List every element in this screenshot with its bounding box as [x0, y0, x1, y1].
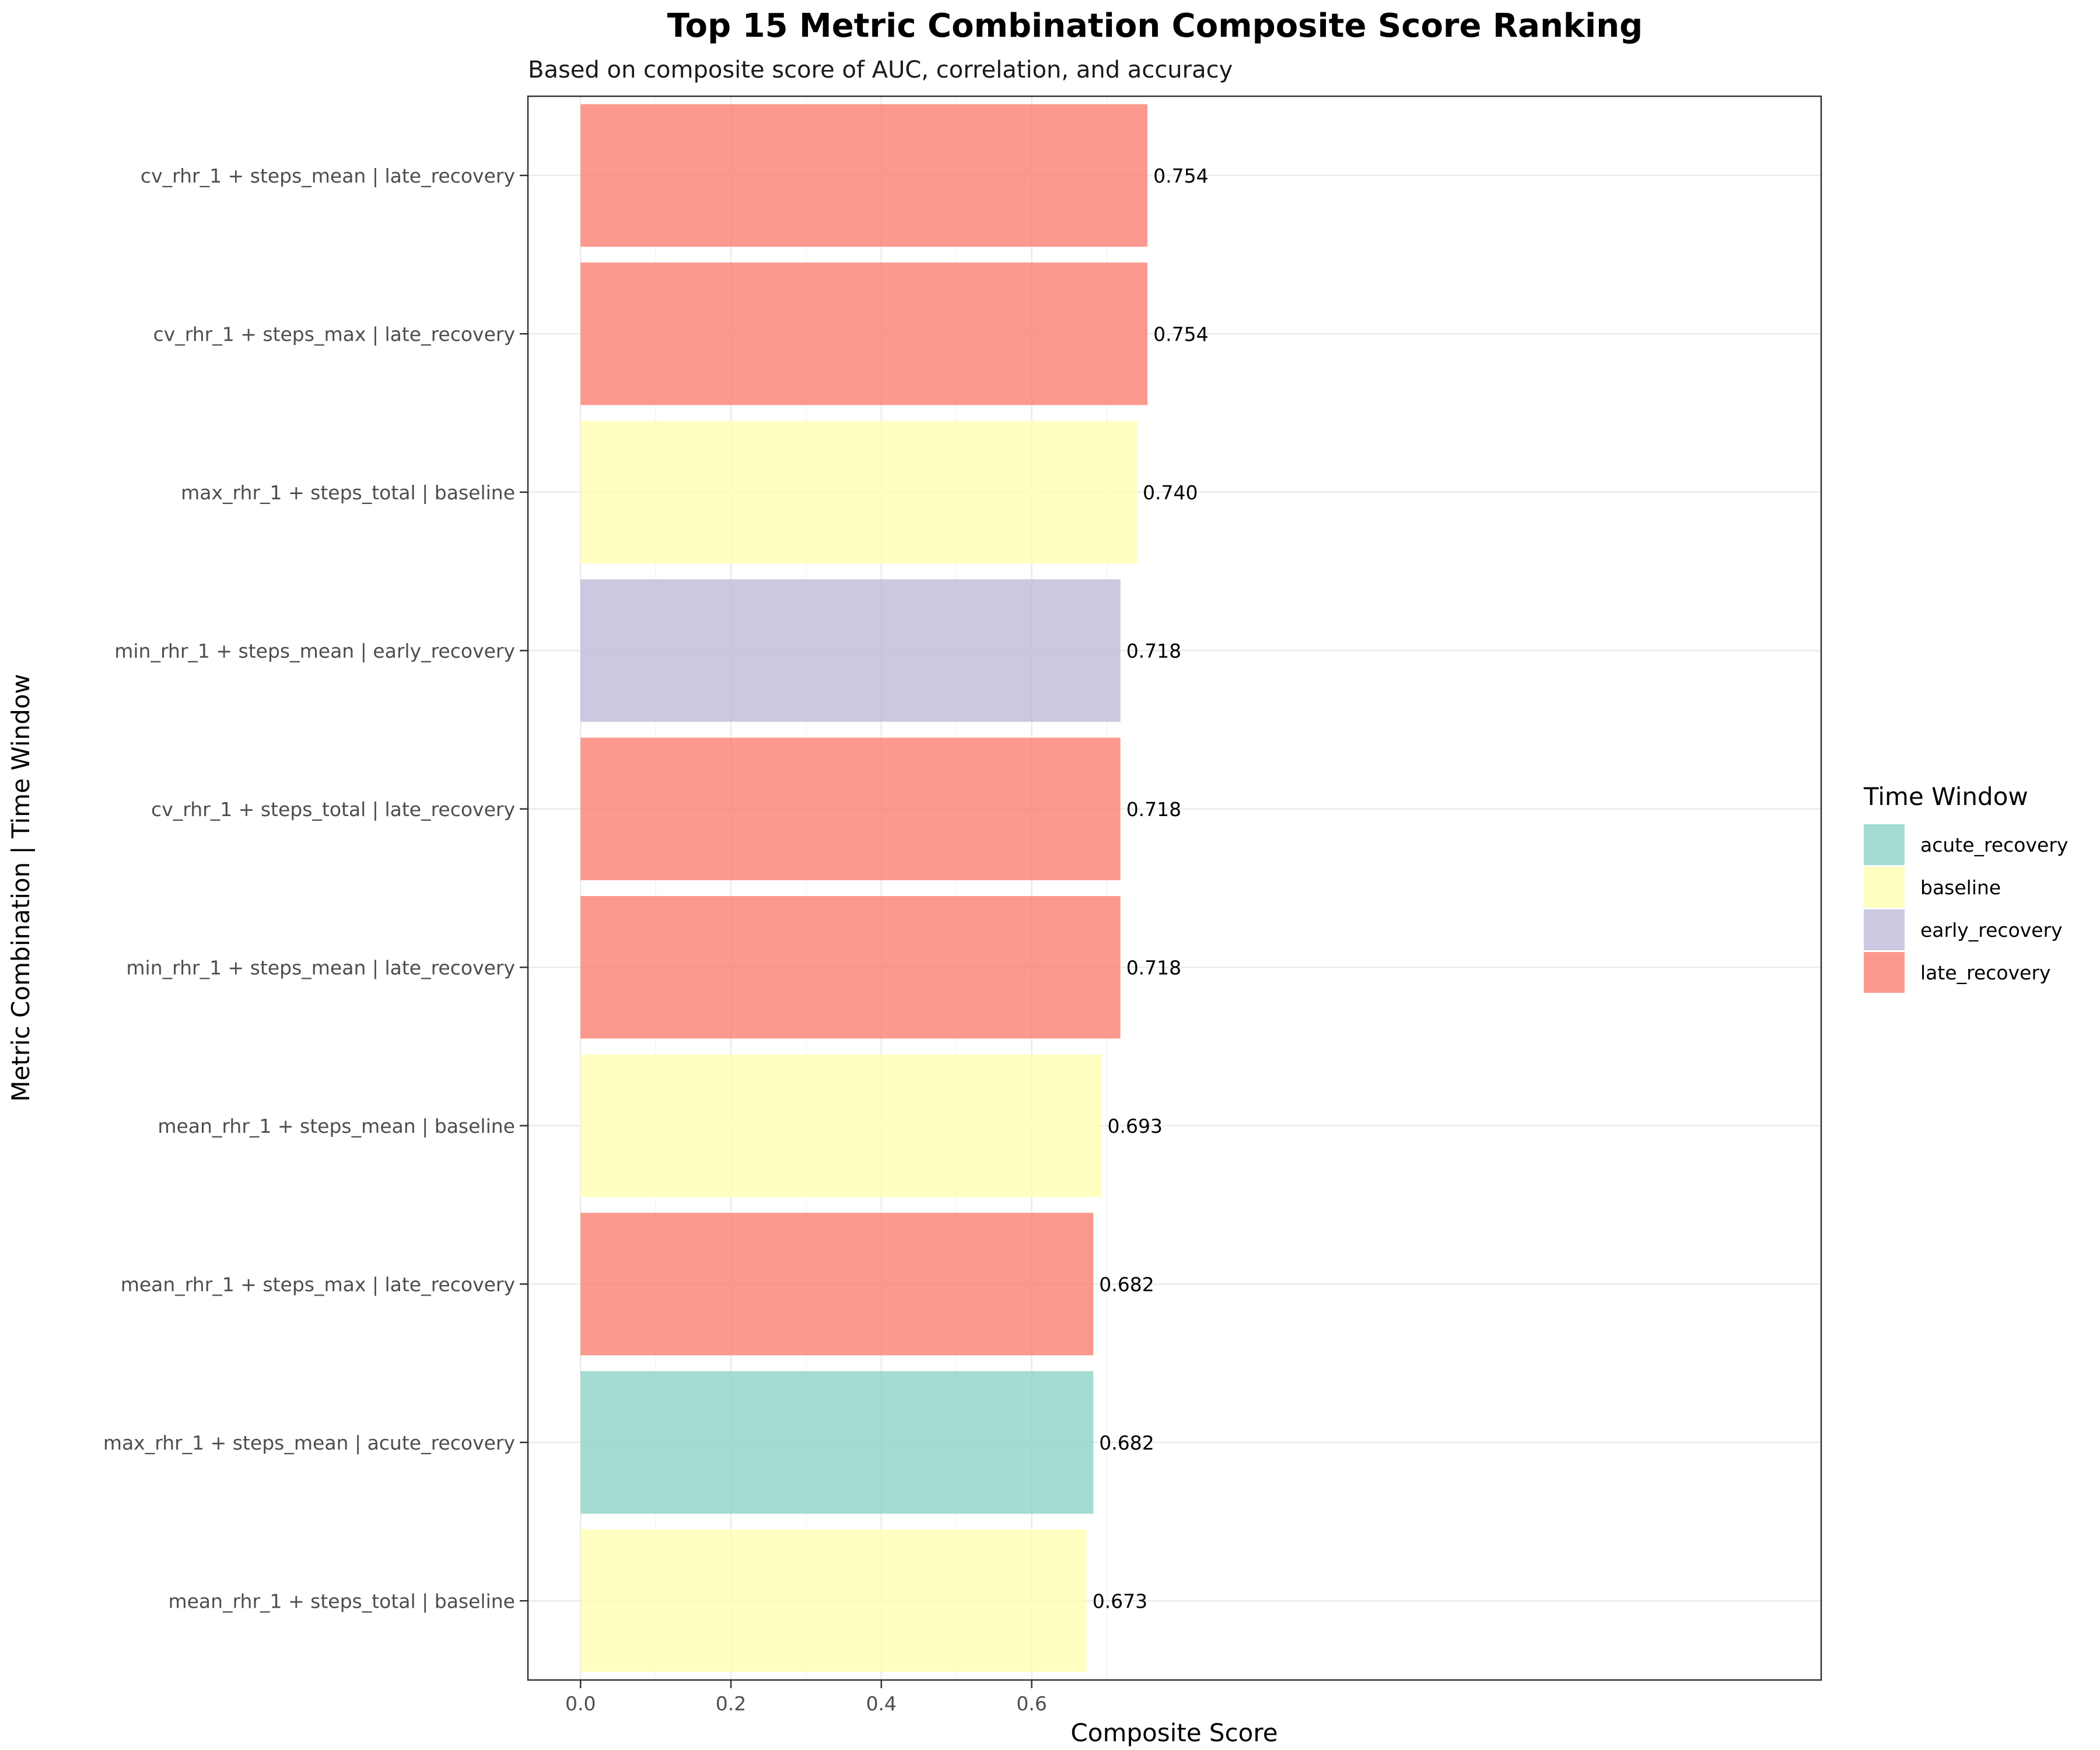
- y-tick-label: cv_rhr_1 + steps_max | late_recovery: [153, 323, 515, 345]
- bar-value-label: 0.718: [1126, 639, 1181, 662]
- bar-value-label: 0.693: [1107, 1115, 1162, 1138]
- bar: [580, 1371, 1094, 1514]
- bar: [580, 896, 1121, 1039]
- legend-label: baseline: [1920, 876, 2001, 899]
- legend-key: [1864, 867, 1905, 908]
- bar-value-label: 0.673: [1093, 1590, 1147, 1612]
- y-tick-label: mean_rhr_1 + steps_max | late_recovery: [121, 1273, 515, 1296]
- bar-value-label: 0.682: [1099, 1273, 1154, 1296]
- x-tick-label: 0.6: [1016, 1692, 1046, 1715]
- bars: [580, 104, 1148, 1672]
- bar: [580, 579, 1121, 722]
- panel-border: [527, 95, 1822, 1681]
- x-axis: 0.0 0.2 0.4 0.6: [565, 1680, 1047, 1715]
- x-tick-label: 0.0: [565, 1692, 596, 1715]
- bar: [580, 262, 1148, 405]
- y-tick-label: min_rhr_1 + steps_mean | early_recovery: [114, 639, 515, 662]
- y-tick-label: min_rhr_1 + steps_mean | late_recovery: [126, 956, 515, 979]
- y-axis: cv_rhr_1 + steps_mean | late_recovery cv_…: [103, 164, 528, 1612]
- x-tick-label: 0.2: [716, 1692, 746, 1715]
- x-axis-title: Composite Score: [1070, 1718, 1278, 1747]
- legend-label: early_recovery: [1920, 919, 2063, 942]
- bar: [580, 421, 1138, 564]
- plot-panel: 0.754 0.754 0.740 0.718 0.718 0.718 0.693 0.682…: [527, 95, 1822, 1681]
- legend-label: late_recovery: [1920, 961, 2051, 984]
- bar-value-label: 0.682: [1099, 1432, 1154, 1454]
- y-tick-label: mean_rhr_1 + steps_total | baseline: [168, 1590, 515, 1612]
- y-tick-label: max_rhr_1 + steps_mean | acute_recovery: [103, 1432, 515, 1454]
- legend-key: [1864, 909, 1905, 950]
- legend-title: Time Window: [1863, 782, 2028, 811]
- bar-value-label: 0.740: [1143, 481, 1198, 504]
- chart-title: Top 15 Metric Combination Composite Scor…: [667, 7, 1643, 45]
- y-tick-label: cv_rhr_1 + steps_mean | late_recovery: [141, 164, 515, 187]
- bar-value-label: 0.718: [1126, 798, 1181, 821]
- legend-key: [1864, 824, 1905, 865]
- bar-value-label: 0.754: [1153, 323, 1208, 345]
- legend: Time Window acute_recovery baseline early_…: [1863, 782, 2068, 993]
- legend-items: acute_recovery baseline early_recoverylate…: [1864, 824, 2068, 993]
- value-labels: 0.754 0.754 0.740 0.718 0.718 0.718 0.693 0.682…: [1093, 164, 1209, 1613]
- bar-value-label: 0.754: [1153, 164, 1208, 187]
- bar: [580, 1054, 1102, 1197]
- y-tick-label: max_rhr_1 + steps_total | baseline: [181, 481, 515, 504]
- x-tick-label: 0.4: [866, 1692, 897, 1715]
- bar: [580, 737, 1121, 880]
- chart-subtitle: Based on composite score of AUC, correla…: [528, 57, 1233, 83]
- legend-label: acute_recovery: [1920, 834, 2068, 856]
- y-axis-title: Metric Combination | Time Window: [6, 674, 35, 1102]
- bar: [580, 104, 1148, 247]
- bar: [580, 1530, 1087, 1672]
- y-tick-label: mean_rhr_1 + steps_mean | baseline: [158, 1115, 515, 1138]
- bar: [580, 1213, 1094, 1356]
- bar-value-label: 0.718: [1126, 956, 1181, 979]
- legend-key: [1864, 952, 1905, 993]
- y-tick-label: cv_rhr_1 + steps_total | late_recovery: [151, 798, 515, 821]
